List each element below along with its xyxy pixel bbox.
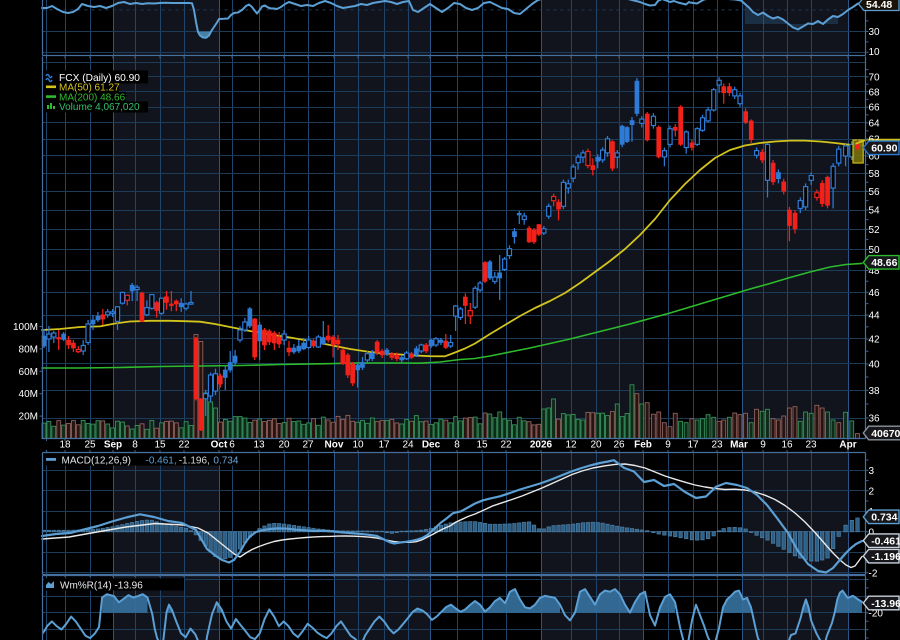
svg-text:8: 8 (454, 440, 460, 451)
svg-text:-2: -2 (869, 568, 878, 579)
svg-text:80M: 80M (19, 344, 38, 355)
svg-text:27: 27 (302, 440, 314, 451)
svg-text:FCX (Daily) 60.90: FCX (Daily) 60.90 (59, 73, 140, 84)
svg-text:8: 8 (132, 440, 138, 451)
svg-text:Volume 4,067,020: Volume 4,067,020 (59, 102, 140, 113)
svg-text:26: 26 (613, 440, 625, 451)
svg-text:-0.461,: -0.461, (146, 456, 177, 467)
svg-text:68: 68 (869, 87, 881, 98)
svg-text:60.90: 60.90 (871, 143, 897, 155)
svg-text:10: 10 (352, 440, 364, 451)
svg-text:24: 24 (402, 440, 414, 451)
svg-text:20M: 20M (19, 412, 38, 423)
svg-text:56: 56 (869, 187, 881, 198)
svg-text:60: 60 (869, 152, 881, 163)
svg-text:18: 18 (59, 440, 71, 451)
svg-text:MA(50) 61.27: MA(50) 61.27 (59, 83, 120, 94)
svg-text:Wm%R(14) -13.96: Wm%R(14) -13.96 (60, 581, 143, 592)
svg-text:22: 22 (178, 440, 190, 451)
svg-text:-13.96: -13.96 (871, 598, 900, 610)
svg-text:17: 17 (687, 440, 699, 451)
svg-text:36: 36 (869, 414, 881, 425)
svg-text:23: 23 (711, 440, 723, 451)
svg-text:-0.461: -0.461 (871, 535, 900, 547)
svg-text:38: 38 (869, 386, 881, 397)
svg-text:50: 50 (869, 245, 881, 256)
svg-text:20: 20 (278, 440, 290, 451)
svg-text:MA(200) 48.66: MA(200) 48.66 (59, 92, 126, 103)
svg-text:6: 6 (229, 440, 235, 451)
svg-text:12: 12 (565, 440, 577, 451)
svg-text:70: 70 (869, 72, 881, 83)
svg-text:Dec: Dec (422, 440, 441, 451)
svg-text:23: 23 (805, 440, 817, 451)
svg-text:30: 30 (869, 27, 881, 38)
svg-text:Nov: Nov (325, 440, 344, 451)
svg-text:0.734: 0.734 (213, 456, 238, 467)
svg-text:Sep: Sep (104, 440, 122, 451)
svg-text:15: 15 (154, 440, 166, 451)
svg-text:100M: 100M (13, 322, 38, 333)
svg-text:62: 62 (869, 135, 881, 146)
svg-text:20: 20 (590, 440, 602, 451)
svg-text:0: 0 (869, 527, 875, 538)
svg-text:48: 48 (869, 266, 881, 277)
svg-text:-1.196: -1.196 (871, 551, 900, 563)
svg-text:-1.196,: -1.196, (179, 456, 210, 467)
svg-text:2: 2 (869, 486, 875, 497)
svg-text:44: 44 (869, 311, 881, 322)
svg-text:25: 25 (84, 440, 96, 451)
svg-text:40M: 40M (19, 389, 38, 400)
svg-text:64: 64 (869, 118, 881, 129)
svg-text:Feb: Feb (634, 440, 652, 451)
svg-text:48.66: 48.66 (871, 257, 897, 269)
svg-text:Oct: Oct (211, 440, 228, 451)
svg-text:13: 13 (253, 440, 265, 451)
svg-text:0.734: 0.734 (871, 512, 897, 524)
svg-text:9: 9 (760, 440, 766, 451)
svg-text:46: 46 (869, 288, 881, 299)
svg-text:9: 9 (665, 440, 671, 451)
svg-text:10: 10 (869, 47, 881, 58)
svg-text:2026: 2026 (530, 440, 553, 451)
svg-text:Apr: Apr (839, 440, 856, 451)
svg-text:16: 16 (781, 440, 793, 451)
svg-text:17: 17 (378, 440, 390, 451)
svg-text:Mar: Mar (730, 440, 748, 451)
svg-text:-20: -20 (869, 608, 884, 619)
svg-text:54.48: 54.48 (866, 0, 892, 11)
svg-text:52: 52 (869, 225, 881, 236)
svg-text:MACD(12,26,9): MACD(12,26,9) (62, 456, 131, 467)
svg-text:22: 22 (500, 440, 512, 451)
svg-text:42: 42 (869, 335, 881, 346)
svg-text:54: 54 (869, 206, 881, 217)
svg-text:15: 15 (476, 440, 488, 451)
svg-text:60M: 60M (19, 367, 38, 378)
svg-text:4067020: 4067020 (871, 428, 900, 440)
svg-text:58: 58 (869, 169, 881, 180)
svg-text:3: 3 (869, 466, 875, 477)
svg-text:40: 40 (869, 360, 881, 371)
svg-text:66: 66 (869, 103, 881, 114)
